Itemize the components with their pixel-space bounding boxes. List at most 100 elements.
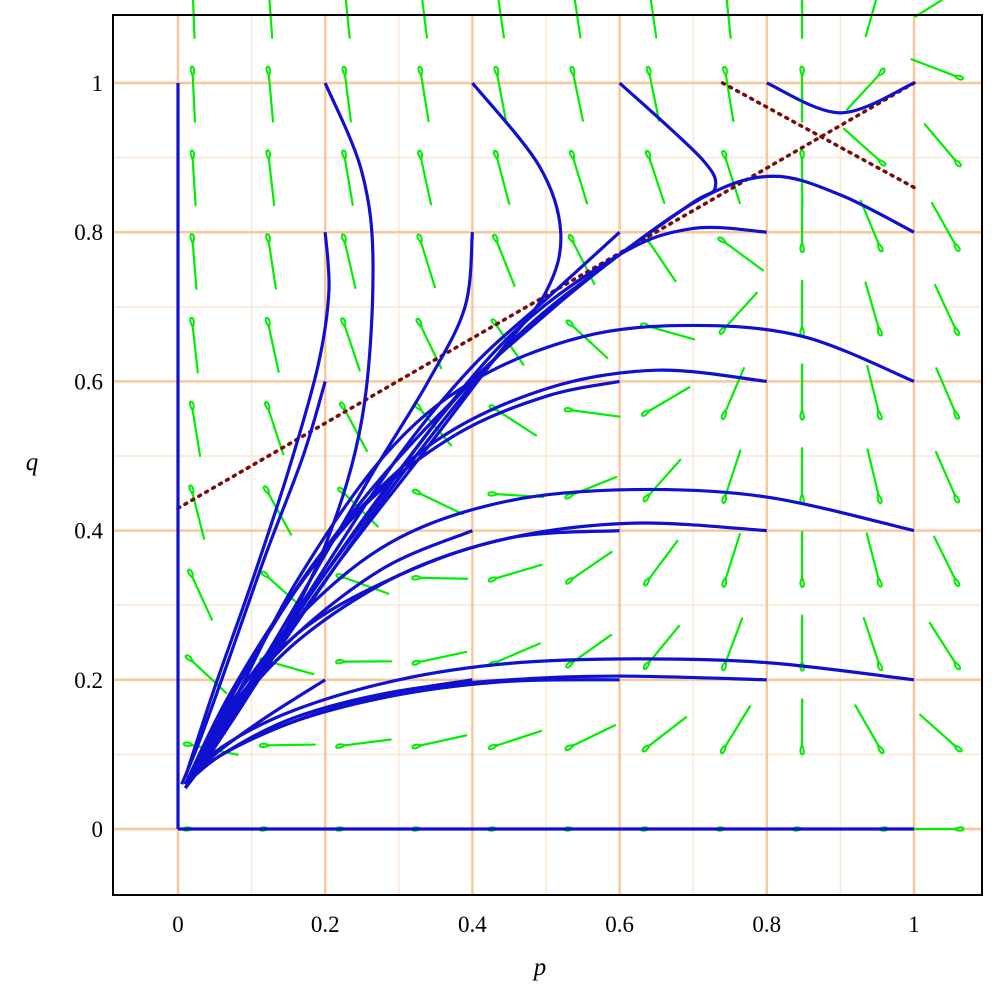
field-arrow [648,716,688,747]
field-arrow-head [876,409,883,421]
field-arrow [343,325,361,372]
field-arrow-head [335,743,346,749]
field-arrow [572,74,585,122]
field-arrow-head [953,326,961,336]
y-tick-label: 0.6 [74,369,103,394]
field-arrow [866,364,880,412]
field-arrow [191,241,198,291]
field-arrow [572,633,613,663]
field-arrow-head [264,316,271,328]
field-arrow [914,0,944,18]
field-arrow [496,563,543,579]
field-arrow [572,724,617,747]
trajectory-curve [183,529,620,786]
field-arrow-head [487,491,498,497]
field-arrow [496,241,516,287]
field-arrow [343,74,353,123]
field-arrow [191,158,197,207]
major-grid [113,15,982,895]
field-arrow [572,409,621,418]
field-arrow-head [953,493,960,504]
plot-frame [112,14,983,896]
field-arrow-head [260,570,270,579]
field-arrow-head [799,577,805,588]
field-arrow [724,705,752,747]
field-arrow-head [877,67,886,77]
field-arrow [496,409,538,437]
field-arrow-head [877,744,885,755]
field-arrow-head [417,65,424,77]
field-arrow [496,642,541,663]
field-arrow-head [189,316,195,328]
field-arrow-head [642,493,651,503]
field-arrow-head [717,236,727,245]
field-arrow-head [416,233,423,244]
field-arrow [421,0,429,39]
field-arrow [420,650,468,663]
trajectories [176,81,915,831]
field-arrow [343,576,390,595]
y-tick-label: 0.4 [74,519,103,544]
field-arrow-head [265,65,272,77]
field-arrow-head [876,660,884,672]
field-arrow [267,74,275,123]
field-arrow [649,0,658,39]
field-arrow [191,409,202,458]
field-arrow [918,713,956,747]
field-arrow-head [565,576,575,585]
dotted-line [176,81,916,510]
field-arrow-head [258,742,270,749]
field-arrow [267,158,276,207]
field-arrow-head [799,242,805,254]
field-arrow-head [721,660,727,672]
field-arrow-head [953,242,961,252]
x-tick-label: 1 [908,912,920,937]
field-arrow [191,493,206,540]
field-arrow-head [722,65,728,77]
y-tick-label: 0.2 [74,668,103,693]
field-arrow [842,127,880,161]
field-arrow-head [720,409,727,420]
field-arrow-head [799,149,805,160]
field-arrow [343,738,392,747]
field-arrow-head [642,660,651,671]
field-arrow-head [644,149,652,161]
field-arrow-head [417,149,423,160]
field-arrow-head [953,744,963,753]
field-arrow [343,241,357,290]
field-arrow [934,283,956,328]
field-arrow-head [492,233,499,244]
field-arrow-head [643,576,651,587]
field-arrow-head [718,325,727,336]
field-arrow [191,0,196,40]
field-arrow [648,74,661,122]
field-arrow-head [799,744,805,756]
field-arrow [572,325,609,360]
field-arrow-head [411,575,422,581]
field-arrow-head [189,233,195,244]
field-arrow-head [492,149,499,161]
field-arrow [420,734,468,747]
trajectory-curve [184,678,327,786]
field-arrow-head [721,577,728,588]
field-arrow-head [487,576,499,583]
x-tick-label: 0.8 [752,912,781,937]
field-arrow-head [953,577,961,587]
field-arrow-head [721,149,728,161]
trajectory-curve [183,379,620,785]
field-arrow [724,449,742,496]
field-arrow-head [567,234,575,244]
field-arrow [910,58,956,77]
field-arrow-head [563,407,575,413]
field-arrow [862,616,880,663]
field-arrow [724,367,746,412]
field-arrow-head [953,409,960,420]
field-arrow-head [411,659,422,666]
y-tick-label: 0 [92,817,104,842]
field-arrow-head [645,65,652,77]
field-arrow [267,743,316,747]
field-arrow-head [265,149,271,160]
field-arrow-head [721,493,727,504]
field-arrow [648,539,679,579]
field-arrow-head [262,485,270,495]
